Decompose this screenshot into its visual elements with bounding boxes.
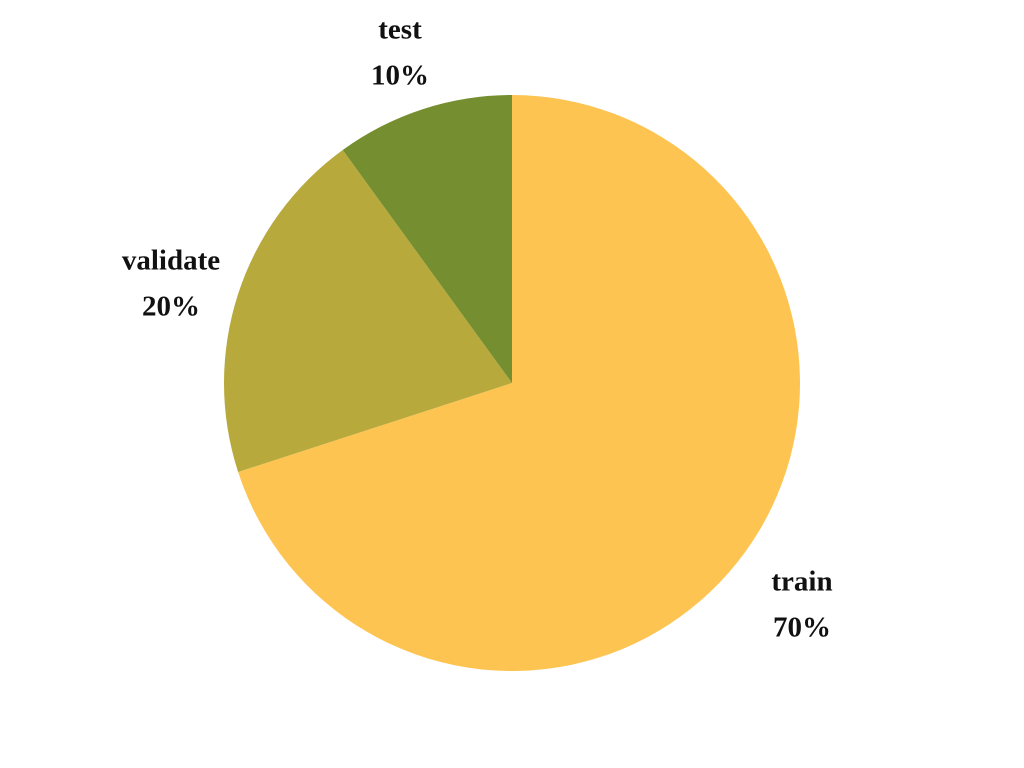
pie-slice-test (342, 95, 512, 383)
slice-percent-validate: 20% (142, 291, 200, 323)
pie-slice-validate (224, 150, 512, 472)
slice-label-test: test (378, 14, 422, 46)
pie-slice-train (238, 95, 801, 671)
slice-label-train: train (771, 566, 832, 598)
slice-percent-test: 10% (371, 60, 429, 92)
slice-percent-train: 70% (773, 612, 831, 644)
slice-label-validate: validate (122, 245, 220, 277)
pie-labels: train 70% validate 20% test 10% (122, 14, 833, 644)
pie-slices (224, 95, 801, 671)
